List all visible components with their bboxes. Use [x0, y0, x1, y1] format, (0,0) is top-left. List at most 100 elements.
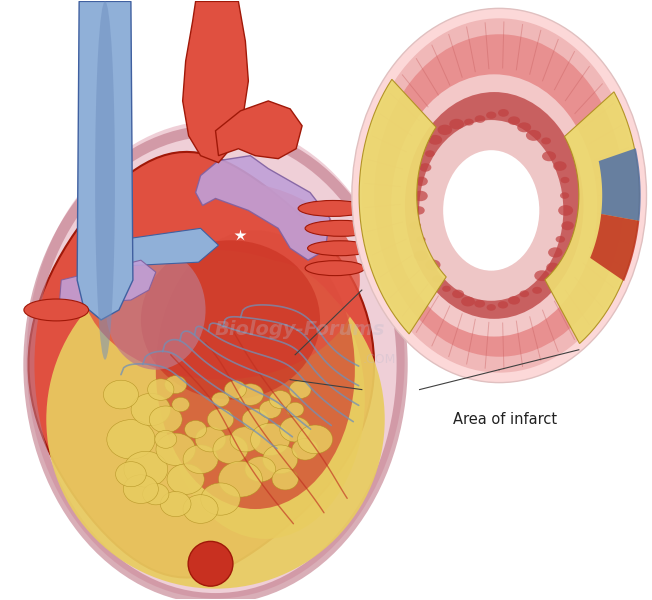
- Ellipse shape: [269, 391, 291, 409]
- Ellipse shape: [508, 116, 520, 125]
- Ellipse shape: [498, 109, 509, 117]
- Ellipse shape: [475, 115, 485, 123]
- Polygon shape: [77, 1, 133, 320]
- Ellipse shape: [305, 220, 377, 236]
- Ellipse shape: [413, 206, 424, 215]
- Ellipse shape: [541, 137, 551, 145]
- Ellipse shape: [556, 236, 565, 242]
- Ellipse shape: [280, 417, 310, 442]
- Polygon shape: [216, 101, 302, 158]
- Ellipse shape: [413, 191, 428, 201]
- Ellipse shape: [123, 475, 158, 503]
- Ellipse shape: [26, 121, 405, 599]
- Text: Area of infarct: Area of infarct: [453, 412, 557, 427]
- Ellipse shape: [560, 192, 569, 199]
- Ellipse shape: [352, 8, 647, 383]
- Ellipse shape: [409, 221, 421, 230]
- Ellipse shape: [165, 376, 186, 394]
- Ellipse shape: [115, 461, 146, 487]
- Ellipse shape: [305, 260, 365, 275]
- Text: .COM: .COM: [363, 353, 396, 366]
- Ellipse shape: [534, 270, 550, 281]
- Ellipse shape: [432, 275, 442, 283]
- Ellipse shape: [464, 119, 474, 125]
- Ellipse shape: [546, 263, 559, 272]
- Ellipse shape: [286, 403, 304, 416]
- Ellipse shape: [107, 419, 155, 459]
- Ellipse shape: [558, 205, 573, 216]
- Ellipse shape: [147, 379, 174, 400]
- Polygon shape: [59, 260, 156, 305]
- Ellipse shape: [308, 241, 372, 256]
- Ellipse shape: [442, 286, 451, 292]
- Ellipse shape: [242, 409, 269, 430]
- Ellipse shape: [230, 427, 261, 452]
- Ellipse shape: [561, 221, 574, 230]
- Ellipse shape: [517, 122, 531, 133]
- Ellipse shape: [486, 112, 496, 119]
- Ellipse shape: [245, 457, 276, 482]
- Ellipse shape: [417, 236, 426, 243]
- Ellipse shape: [425, 150, 435, 157]
- Polygon shape: [545, 92, 640, 344]
- Ellipse shape: [106, 250, 205, 370]
- Text: Biology-Forums: Biology-Forums: [215, 320, 385, 340]
- Ellipse shape: [149, 406, 182, 433]
- Ellipse shape: [46, 250, 385, 589]
- Polygon shape: [183, 1, 248, 163]
- Ellipse shape: [155, 430, 177, 448]
- Ellipse shape: [532, 287, 542, 294]
- Ellipse shape: [218, 461, 262, 497]
- Polygon shape: [196, 155, 330, 260]
- Ellipse shape: [250, 423, 290, 455]
- Ellipse shape: [272, 469, 299, 490]
- Ellipse shape: [443, 150, 539, 271]
- Polygon shape: [590, 214, 640, 281]
- Ellipse shape: [131, 394, 171, 425]
- Ellipse shape: [362, 19, 636, 373]
- Ellipse shape: [520, 290, 529, 297]
- Ellipse shape: [212, 392, 230, 407]
- Ellipse shape: [449, 119, 464, 130]
- Ellipse shape: [237, 384, 263, 406]
- Ellipse shape: [289, 380, 311, 398]
- Ellipse shape: [263, 445, 298, 473]
- Polygon shape: [81, 229, 218, 268]
- Ellipse shape: [426, 260, 441, 270]
- Ellipse shape: [195, 427, 226, 452]
- Ellipse shape: [201, 483, 240, 515]
- Ellipse shape: [437, 125, 452, 135]
- Ellipse shape: [497, 301, 508, 308]
- Ellipse shape: [81, 181, 360, 380]
- Ellipse shape: [548, 247, 563, 257]
- Ellipse shape: [474, 300, 485, 308]
- Ellipse shape: [24, 299, 89, 321]
- Ellipse shape: [188, 541, 233, 586]
- Ellipse shape: [259, 401, 281, 418]
- Ellipse shape: [213, 435, 248, 464]
- Ellipse shape: [183, 445, 218, 473]
- Ellipse shape: [415, 176, 428, 186]
- Ellipse shape: [553, 161, 567, 171]
- Ellipse shape: [183, 494, 218, 523]
- Polygon shape: [599, 148, 641, 221]
- Ellipse shape: [124, 451, 168, 487]
- Ellipse shape: [526, 130, 541, 141]
- Ellipse shape: [297, 425, 333, 454]
- Polygon shape: [359, 79, 446, 334]
- Ellipse shape: [508, 296, 520, 305]
- Ellipse shape: [405, 92, 584, 319]
- Ellipse shape: [428, 135, 442, 145]
- Ellipse shape: [141, 240, 320, 400]
- Ellipse shape: [414, 251, 428, 261]
- Ellipse shape: [95, 1, 115, 360]
- Ellipse shape: [298, 200, 368, 217]
- Ellipse shape: [224, 380, 246, 398]
- Ellipse shape: [166, 260, 365, 539]
- Ellipse shape: [561, 177, 569, 183]
- Polygon shape: [29, 152, 374, 578]
- Ellipse shape: [156, 433, 196, 466]
- Ellipse shape: [486, 304, 496, 311]
- Ellipse shape: [461, 296, 475, 307]
- Ellipse shape: [292, 439, 318, 460]
